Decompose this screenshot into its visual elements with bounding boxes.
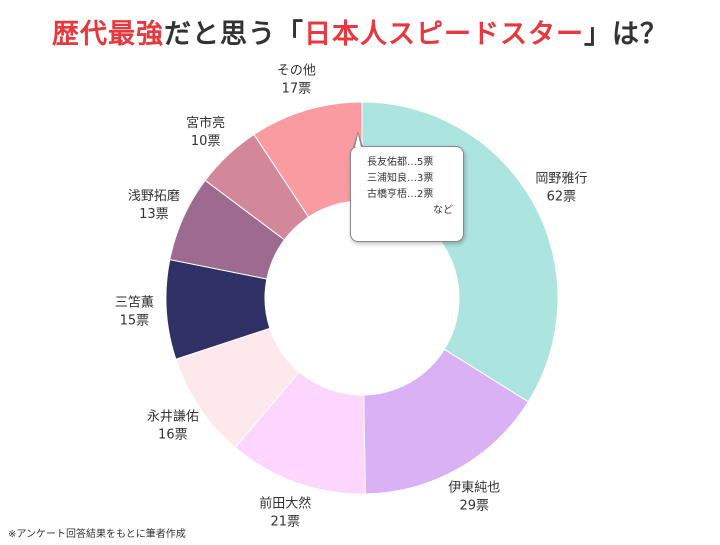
slice-label: 永井謙佑 bbox=[147, 409, 199, 424]
slice-value-label: 21票 bbox=[270, 515, 300, 530]
slice-value-label: 16票 bbox=[158, 427, 188, 442]
footnote: ※アンケート回答結果をもとに筆者作成 bbox=[8, 529, 186, 540]
slice-label: 浅野拓磨 bbox=[128, 189, 180, 204]
title-text-2: 」は？ bbox=[584, 19, 668, 50]
slice-label: 岡野雅行 bbox=[535, 171, 587, 186]
callout-etc: など bbox=[433, 205, 453, 216]
title-highlight-1: 歴代最強 bbox=[52, 19, 164, 50]
callout-line: 三浦知良…3票 bbox=[367, 173, 434, 184]
slice-label: その他 bbox=[277, 64, 316, 79]
slice-value-label: 62票 bbox=[547, 189, 577, 204]
title-highlight-2: 日本人スピードスター bbox=[304, 19, 584, 50]
slice-value-label: 17票 bbox=[282, 82, 312, 97]
donut-slice bbox=[253, 101, 363, 218]
slice-value-label: 15票 bbox=[120, 314, 150, 329]
donut-slice bbox=[363, 348, 529, 495]
slice-label: 宮市亮 bbox=[186, 115, 225, 131]
slice-label: 三笘薫 bbox=[115, 296, 154, 311]
slice-value-label: 29票 bbox=[460, 498, 490, 513]
slice-value-label: 10票 bbox=[191, 134, 221, 149]
slice-label: 前田大然 bbox=[259, 496, 311, 512]
other-breakdown-callout: 長友佑都…5票 三浦知良…3票 古橋亨梧…2票 など bbox=[350, 146, 464, 242]
callout-tail-inner bbox=[355, 134, 361, 147]
slice-label: 伊東純也 bbox=[448, 479, 500, 495]
chart-title: 歴代最強だと思う「日本人スピードスター」は？ bbox=[0, 12, 720, 51]
callout-line: 古橋亨梧…2票 bbox=[367, 189, 434, 200]
callout-line: 長友佑都…5票 bbox=[367, 157, 434, 168]
slice-value-label: 13票 bbox=[139, 207, 169, 222]
title-text-1: だと思う「 bbox=[164, 19, 304, 50]
